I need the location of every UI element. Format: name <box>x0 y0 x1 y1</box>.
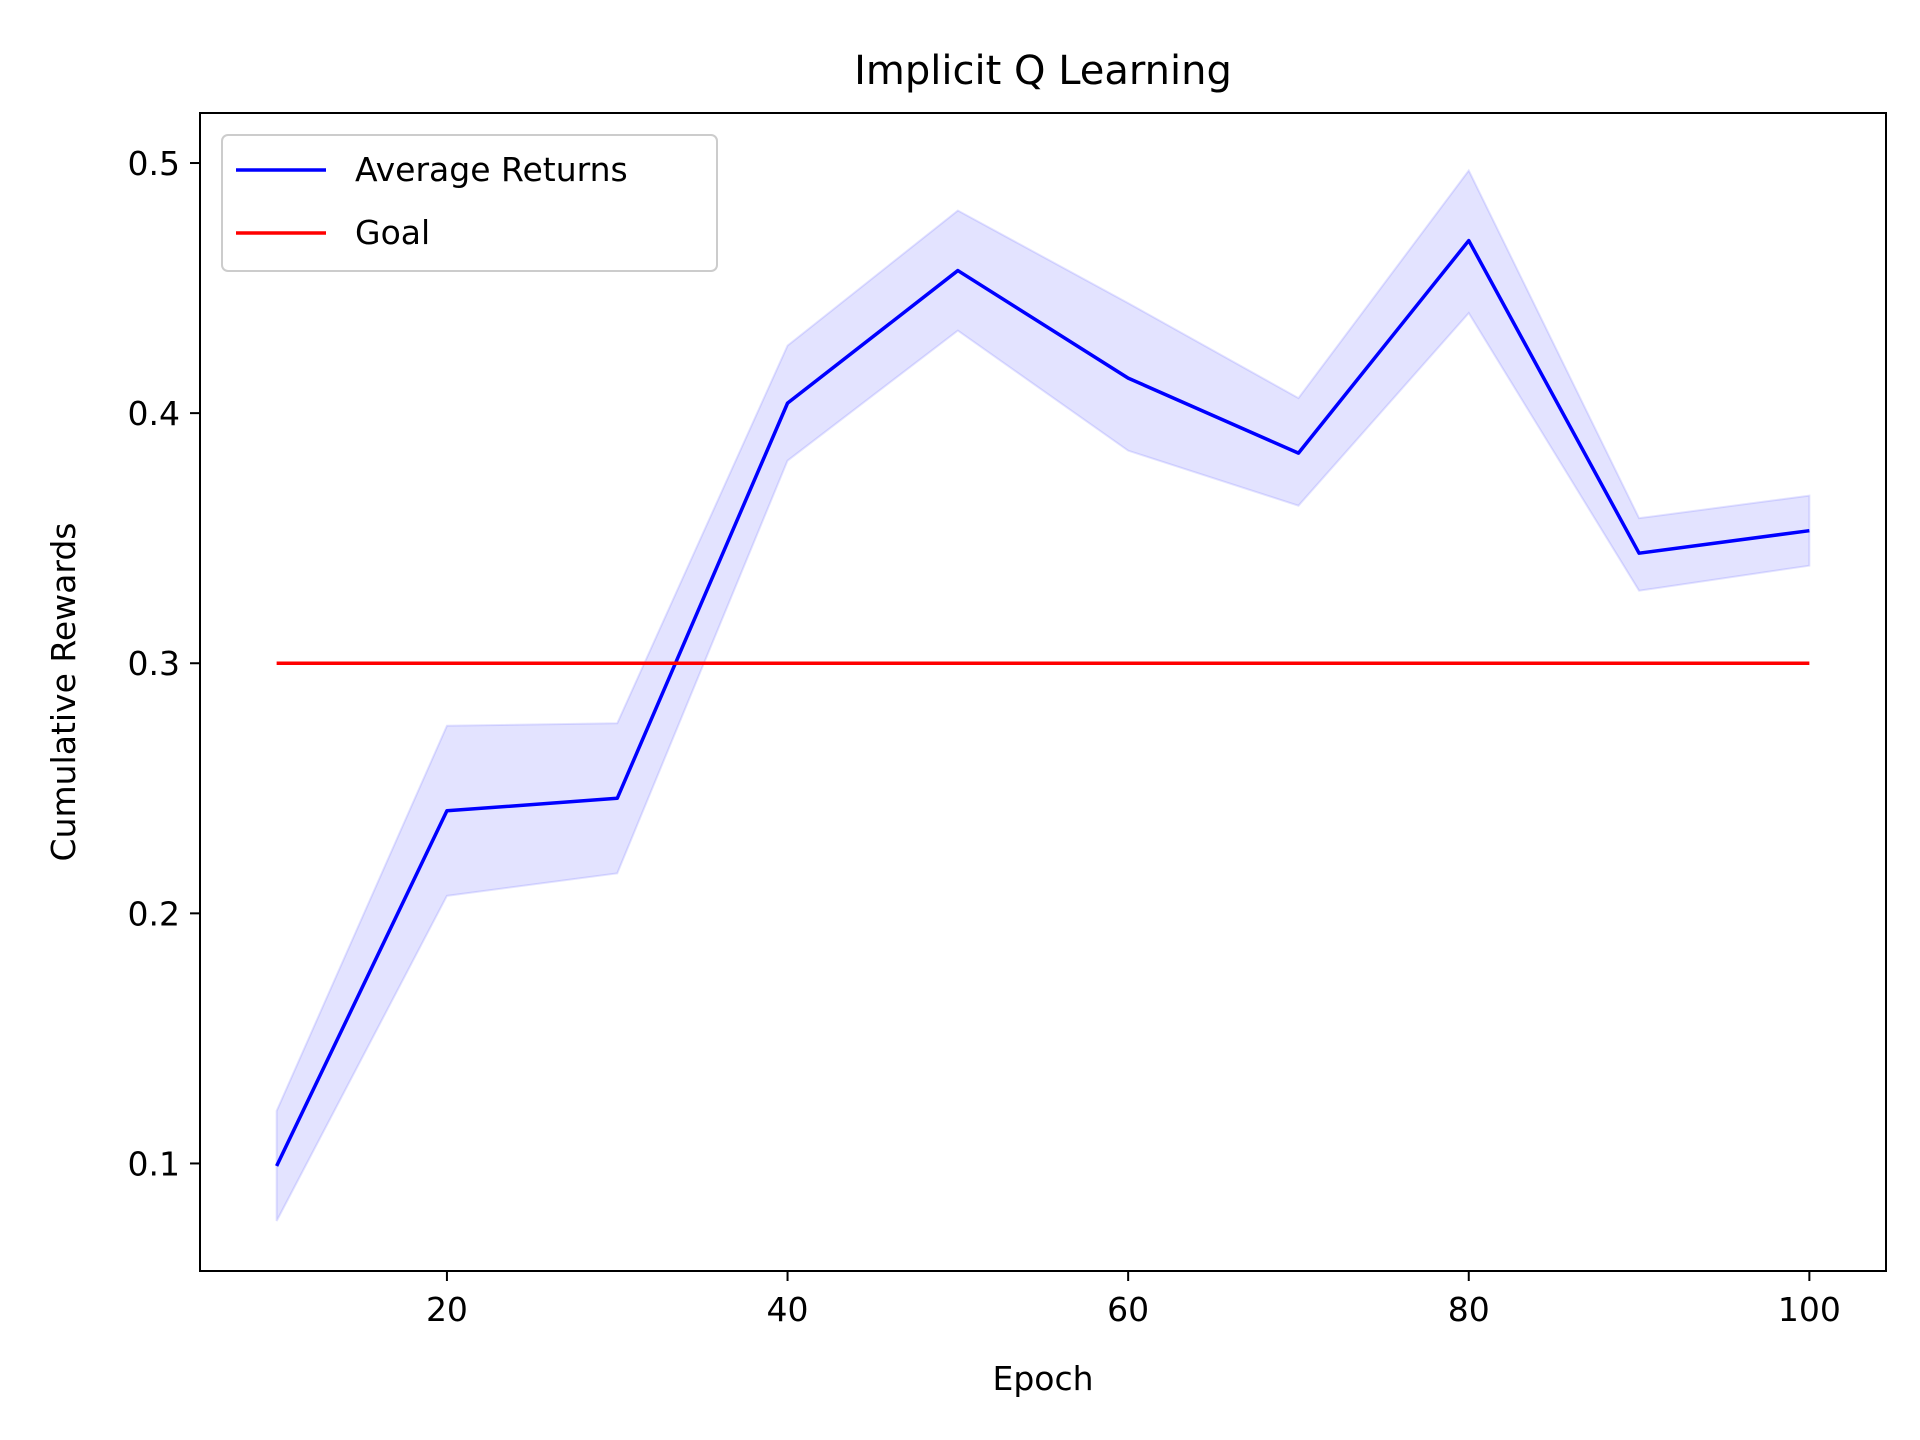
series-line-average-returns <box>275 238 1810 1167</box>
legend-label-goal: Goal <box>355 213 430 252</box>
plot-area-frame <box>199 112 1887 1272</box>
legend-label-average-returns: Average Returns <box>355 150 628 189</box>
legend-box <box>221 134 718 272</box>
y-tick-label: 0.2 <box>128 894 180 933</box>
y-axis-ticks: 0.1 0.2 0.3 0.4 0.5 <box>128 144 200 1183</box>
x-axis-title: Epoch <box>992 1359 1093 1398</box>
legend: Average Returns Goal <box>221 134 718 272</box>
x-tick-label: 20 <box>426 1290 468 1329</box>
y-axis-title: Cumulative Rewards <box>44 523 83 862</box>
confidence-band-layer <box>275 168 1811 1222</box>
series-line-layer <box>275 238 1810 1167</box>
confidence-band-average-returns <box>275 168 1811 1222</box>
x-tick-label: 80 <box>1448 1290 1490 1329</box>
y-tick-label: 0.5 <box>128 144 180 183</box>
chart-title: Implicit Q Learning <box>854 48 1232 94</box>
y-tick-label: 0.3 <box>128 644 180 683</box>
x-tick-label: 40 <box>767 1290 809 1329</box>
x-tick-label: 60 <box>1107 1290 1149 1329</box>
y-tick-label: 0.4 <box>128 394 180 433</box>
y-tick-label: 0.1 <box>128 1144 180 1183</box>
x-tick-label: 100 <box>1778 1290 1841 1329</box>
x-axis-ticks: 20 40 60 80 100 <box>426 1271 1841 1329</box>
